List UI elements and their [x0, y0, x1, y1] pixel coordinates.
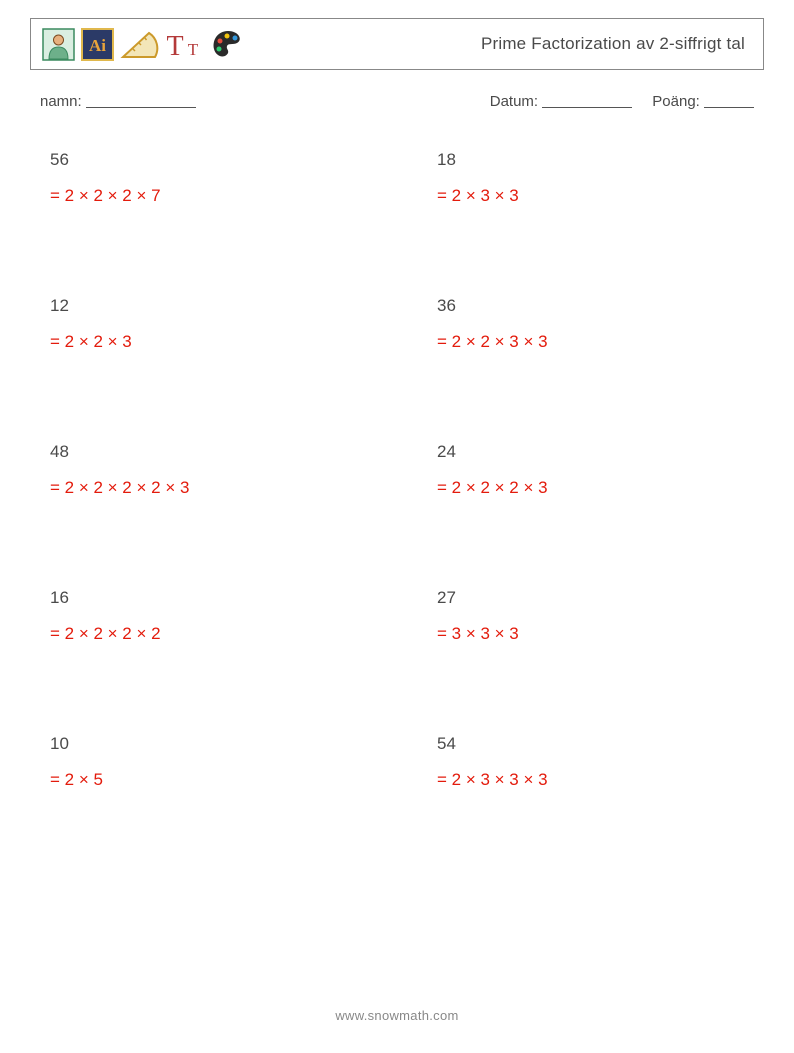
problem-number: 16: [50, 588, 367, 608]
problem-item: 27 = 3 × 3 × 3: [437, 588, 754, 644]
problem-answer: = 2 × 2 × 2 × 7: [50, 186, 367, 206]
svg-text:T: T: [166, 31, 183, 62]
svg-text:Ai: Ai: [89, 36, 106, 55]
problem-number: 36: [437, 296, 754, 316]
name-field: namn:: [40, 92, 196, 110]
problem-answer: = 2 × 2 × 2 × 2: [50, 624, 367, 644]
problem-answer: = 2 × 3 × 3 × 3: [437, 770, 754, 790]
problem-answer: = 2 × 2 × 2 × 2 × 3: [50, 478, 367, 498]
problem-number: 48: [50, 442, 367, 462]
problem-answer: = 3 × 3 × 3: [437, 624, 754, 644]
problem-item: 48 = 2 × 2 × 2 × 2 × 3: [50, 442, 367, 498]
problem-item: 24 = 2 × 2 × 2 × 3: [437, 442, 754, 498]
name-label: namn:: [40, 93, 82, 110]
worksheet-title: Prime Factorization av 2-siffrigt tal: [481, 34, 745, 54]
tool-icons: Ai T T: [41, 27, 247, 62]
problem-number: 12: [50, 296, 367, 316]
palette-icon[interactable]: [209, 27, 247, 62]
problem-item: 56 = 2 × 2 × 2 × 7: [50, 150, 367, 206]
date-label: Datum:: [490, 93, 538, 110]
person-icon[interactable]: [41, 27, 76, 62]
problem-number: 18: [437, 150, 754, 170]
problem-answer: = 2 × 2 × 3 × 3: [437, 332, 754, 352]
date-field: Datum:: [490, 92, 633, 110]
worksheet-page: Ai T T: [0, 0, 794, 1053]
text-size-icon[interactable]: T T: [163, 27, 205, 62]
problem-number: 10: [50, 734, 367, 754]
problem-number: 24: [437, 442, 754, 462]
problem-number: 56: [50, 150, 367, 170]
problem-item: 36 = 2 × 2 × 3 × 3: [437, 296, 754, 352]
footer-url: www.snowmath.com: [0, 1008, 794, 1023]
problems-grid: 56 = 2 × 2 × 2 × 7 18 = 2 × 3 × 3 12 = 2…: [30, 110, 764, 790]
header-box: Ai T T: [30, 18, 764, 70]
problem-item: 18 = 2 × 3 × 3: [437, 150, 754, 206]
meta-row: namn: Datum: Poäng:: [30, 70, 764, 110]
problem-number: 27: [437, 588, 754, 608]
score-blank[interactable]: [704, 94, 754, 108]
problem-item: 54 = 2 × 3 × 3 × 3: [437, 734, 754, 790]
score-field: Poäng:: [652, 92, 754, 110]
problem-item: 10 = 2 × 5: [50, 734, 367, 790]
protractor-icon[interactable]: [119, 27, 159, 62]
score-label: Poäng:: [652, 93, 700, 110]
ai-icon[interactable]: Ai: [80, 27, 115, 62]
problem-item: 16 = 2 × 2 × 2 × 2: [50, 588, 367, 644]
name-blank[interactable]: [86, 94, 196, 108]
date-blank[interactable]: [542, 94, 632, 108]
problem-answer: = 2 × 2 × 2 × 3: [437, 478, 754, 498]
problem-number: 54: [437, 734, 754, 754]
svg-text:T: T: [188, 40, 199, 59]
problem-answer: = 2 × 5: [50, 770, 367, 790]
problem-answer: = 2 × 3 × 3: [437, 186, 754, 206]
problem-item: 12 = 2 × 2 × 3: [50, 296, 367, 352]
problem-answer: = 2 × 2 × 3: [50, 332, 367, 352]
